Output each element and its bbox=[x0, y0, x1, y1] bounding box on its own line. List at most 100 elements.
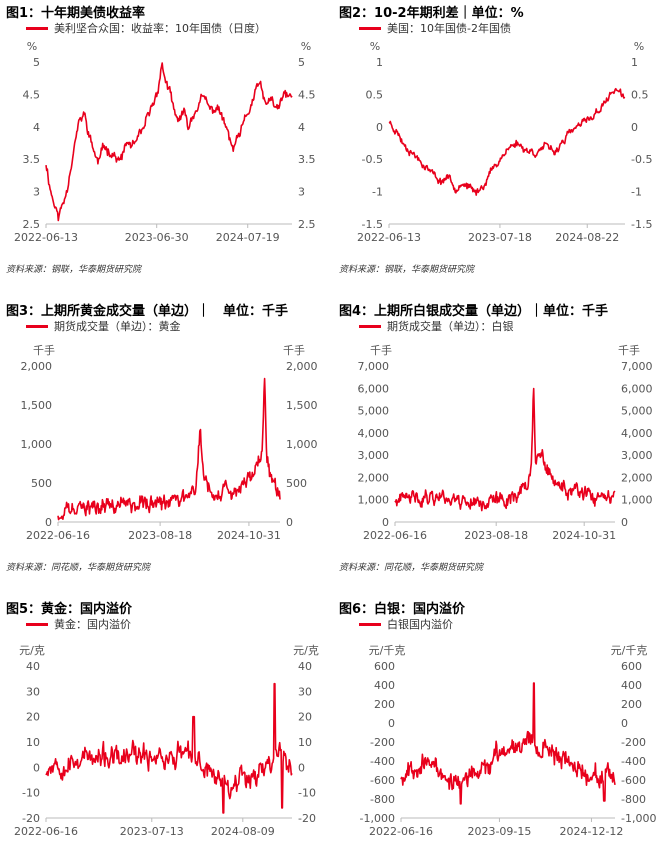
y-tick-right: 3,000 bbox=[621, 449, 653, 462]
y-tick-left: 0 bbox=[388, 717, 395, 730]
y-tick-right: 1,500 bbox=[286, 399, 318, 412]
y-tick-left: 0 bbox=[382, 516, 389, 529]
legend-label: 期货成交量（单边）：白银 bbox=[387, 320, 514, 333]
chart-title: 图3：上期所黄金成交量（单边）｜ 单位：千手 bbox=[6, 304, 289, 319]
chart-silver-premium: 元/千克 元/千克 -1,000 -1,000 -800 -800 -600 -600 -400… bbox=[360, 644, 657, 838]
chart-silver-volume: 千手 千手 0 0 1,000 1,000 2,000 2,000 3,000 3,000 4,00… bbox=[358, 343, 653, 542]
legend: 美利坚合众国：收益率：10年国债（日度） bbox=[26, 20, 266, 36]
x-tick-label: 2022-06-13 bbox=[357, 231, 421, 244]
y-tick-right: -20 bbox=[298, 812, 316, 825]
y-tick-left: 10 bbox=[26, 736, 40, 749]
y-tick-right: -200 bbox=[621, 736, 646, 749]
y-tick-left: 5 bbox=[33, 56, 40, 69]
y-tick-right: 4.5 bbox=[298, 88, 316, 101]
chart-gold-volume: 千手 千手 0 0 500 500 1,000 1,000 1,500 1,500 2,000 2,0… bbox=[21, 343, 318, 542]
series-line bbox=[45, 62, 293, 222]
panel-gold-premium: 图5：黄金：国内溢价 黄金：国内溢价 元/克 元/克 -20 -20 -10 -10 0 0 1… bbox=[0, 596, 333, 842]
y-tick-left: 6,000 bbox=[358, 382, 390, 395]
y-tick-right: -1,000 bbox=[621, 812, 656, 825]
y-tick-right: 6,000 bbox=[621, 382, 653, 395]
legend: 美国：10年国债-2年国债 bbox=[359, 20, 511, 36]
y-tick-right: 10 bbox=[298, 736, 312, 749]
series-line bbox=[45, 682, 293, 814]
x-tick-label: 2024-08-22 bbox=[555, 231, 619, 244]
y-tick-left: 4,000 bbox=[358, 427, 390, 440]
legend-swatch bbox=[359, 622, 381, 626]
y-tick-left: 4.5 bbox=[23, 88, 41, 101]
chart-gold-premium: 元/克 元/克 -20 -20 -10 -10 0 0 10 10 20 20 30 30 40 40 2022… bbox=[14, 644, 319, 838]
x-tick-label: 2024-10-31 bbox=[552, 529, 616, 542]
chart-10y-2y-spread: % % -1.5 -1.5 -1 -1 -0.5 -0.5 0 0 0.5 0.5 1 1 2022-06-… bbox=[357, 40, 652, 244]
y-tick-right: 40 bbox=[298, 660, 312, 673]
y-tick-left: 2,000 bbox=[358, 471, 390, 484]
y-tick-right: 2.5 bbox=[298, 218, 316, 231]
y-tick-right: -400 bbox=[621, 755, 646, 768]
y-tick-right: -600 bbox=[621, 774, 646, 787]
y-tick-right: 0 bbox=[621, 717, 628, 730]
y-tick-left: -1,000 bbox=[360, 812, 395, 825]
x-tick-label: 2024-08-09 bbox=[211, 825, 275, 838]
y-tick-left: 0 bbox=[33, 761, 40, 774]
x-tick-label: 2023-07-13 bbox=[120, 825, 184, 838]
y-tick-right: 400 bbox=[621, 679, 642, 692]
y-tick-left: 1,000 bbox=[21, 438, 53, 451]
x-tick-label: 2023-08-18 bbox=[464, 529, 528, 542]
legend: 期货成交量（单边）：黄金 bbox=[26, 318, 181, 334]
chart-title: 图2：10-2年期利差｜单位：% bbox=[339, 6, 524, 21]
x-tick-label: 2022-06-13 bbox=[14, 231, 78, 244]
y-unit-right: 千手 bbox=[618, 343, 640, 357]
legend-swatch bbox=[26, 26, 48, 30]
y-tick-left: 7,000 bbox=[358, 360, 390, 373]
y-unit-right: 元/克 bbox=[293, 644, 319, 657]
y-tick-left: 0 bbox=[376, 121, 383, 134]
y-tick-left: -1 bbox=[372, 186, 383, 199]
y-tick-left: 1 bbox=[376, 56, 383, 69]
y-tick-left: 4 bbox=[33, 121, 40, 134]
y-tick-right: 2,000 bbox=[621, 471, 653, 484]
y-tick-right: 500 bbox=[286, 477, 307, 490]
x-tick-label: 2023-06-30 bbox=[125, 231, 189, 244]
y-tick-left: -1.5 bbox=[362, 218, 383, 231]
y-tick-right: -0.5 bbox=[631, 153, 652, 166]
x-tick-label: 2024-07-19 bbox=[216, 231, 280, 244]
y-tick-right: 0 bbox=[286, 516, 293, 529]
y-tick-left: 5,000 bbox=[358, 405, 390, 418]
y-tick-right: 1 bbox=[631, 56, 638, 69]
legend-swatch bbox=[359, 324, 381, 328]
y-tick-right: -1 bbox=[631, 186, 642, 199]
legend-label: 黄金：国内溢价 bbox=[54, 618, 131, 631]
y-tick-left: -800 bbox=[370, 793, 395, 806]
panel-gold-volume: 图3：上期所黄金成交量（单边）｜ 单位：千手 期货成交量（单边）：黄金 千手 千手… bbox=[0, 298, 333, 578]
y-tick-right: 2,000 bbox=[286, 360, 318, 373]
y-tick-left: 3,000 bbox=[358, 449, 390, 462]
y-tick-left: 30 bbox=[26, 685, 40, 698]
y-unit-left: 元/千克 bbox=[369, 644, 406, 657]
source-note: 资料来源：钢联，华泰期货研究院 bbox=[339, 265, 475, 275]
y-tick-left: 600 bbox=[374, 660, 395, 673]
x-tick-label: 2023-08-18 bbox=[128, 529, 192, 542]
y-tick-right: 5,000 bbox=[621, 405, 653, 418]
y-tick-left: -400 bbox=[370, 755, 395, 768]
y-tick-left: 3.5 bbox=[23, 153, 41, 166]
y-tick-left: 0.5 bbox=[366, 88, 384, 101]
source-note: 资料来源：同花顺，华泰期货研究院 bbox=[339, 563, 484, 573]
source-note: 资料来源：钢联，华泰期货研究院 bbox=[6, 265, 142, 275]
y-tick-left: 0 bbox=[45, 516, 52, 529]
y-tick-left: 40 bbox=[26, 660, 40, 673]
y-tick-right: 5 bbox=[298, 56, 305, 69]
y-unit-left: 元/克 bbox=[19, 644, 45, 657]
y-tick-left: -10 bbox=[22, 787, 40, 800]
y-tick-left: -0.5 bbox=[362, 153, 383, 166]
source-note: 资料来源：同花顺，华泰期货研究院 bbox=[6, 563, 151, 573]
chart-title: 图6：白银：国内溢价 bbox=[339, 602, 466, 617]
y-tick-left: -600 bbox=[370, 774, 395, 787]
y-tick-left: 1,000 bbox=[358, 494, 390, 507]
legend-swatch bbox=[26, 622, 48, 626]
series-line bbox=[388, 87, 626, 196]
y-unit-left: % bbox=[370, 40, 380, 53]
legend-label: 白银国内溢价 bbox=[387, 618, 453, 631]
legend: 黄金：国内溢价 bbox=[26, 616, 131, 632]
y-tick-right: 200 bbox=[621, 698, 642, 711]
series-line bbox=[57, 377, 281, 521]
x-tick-label: 2024-12-12 bbox=[559, 825, 623, 838]
